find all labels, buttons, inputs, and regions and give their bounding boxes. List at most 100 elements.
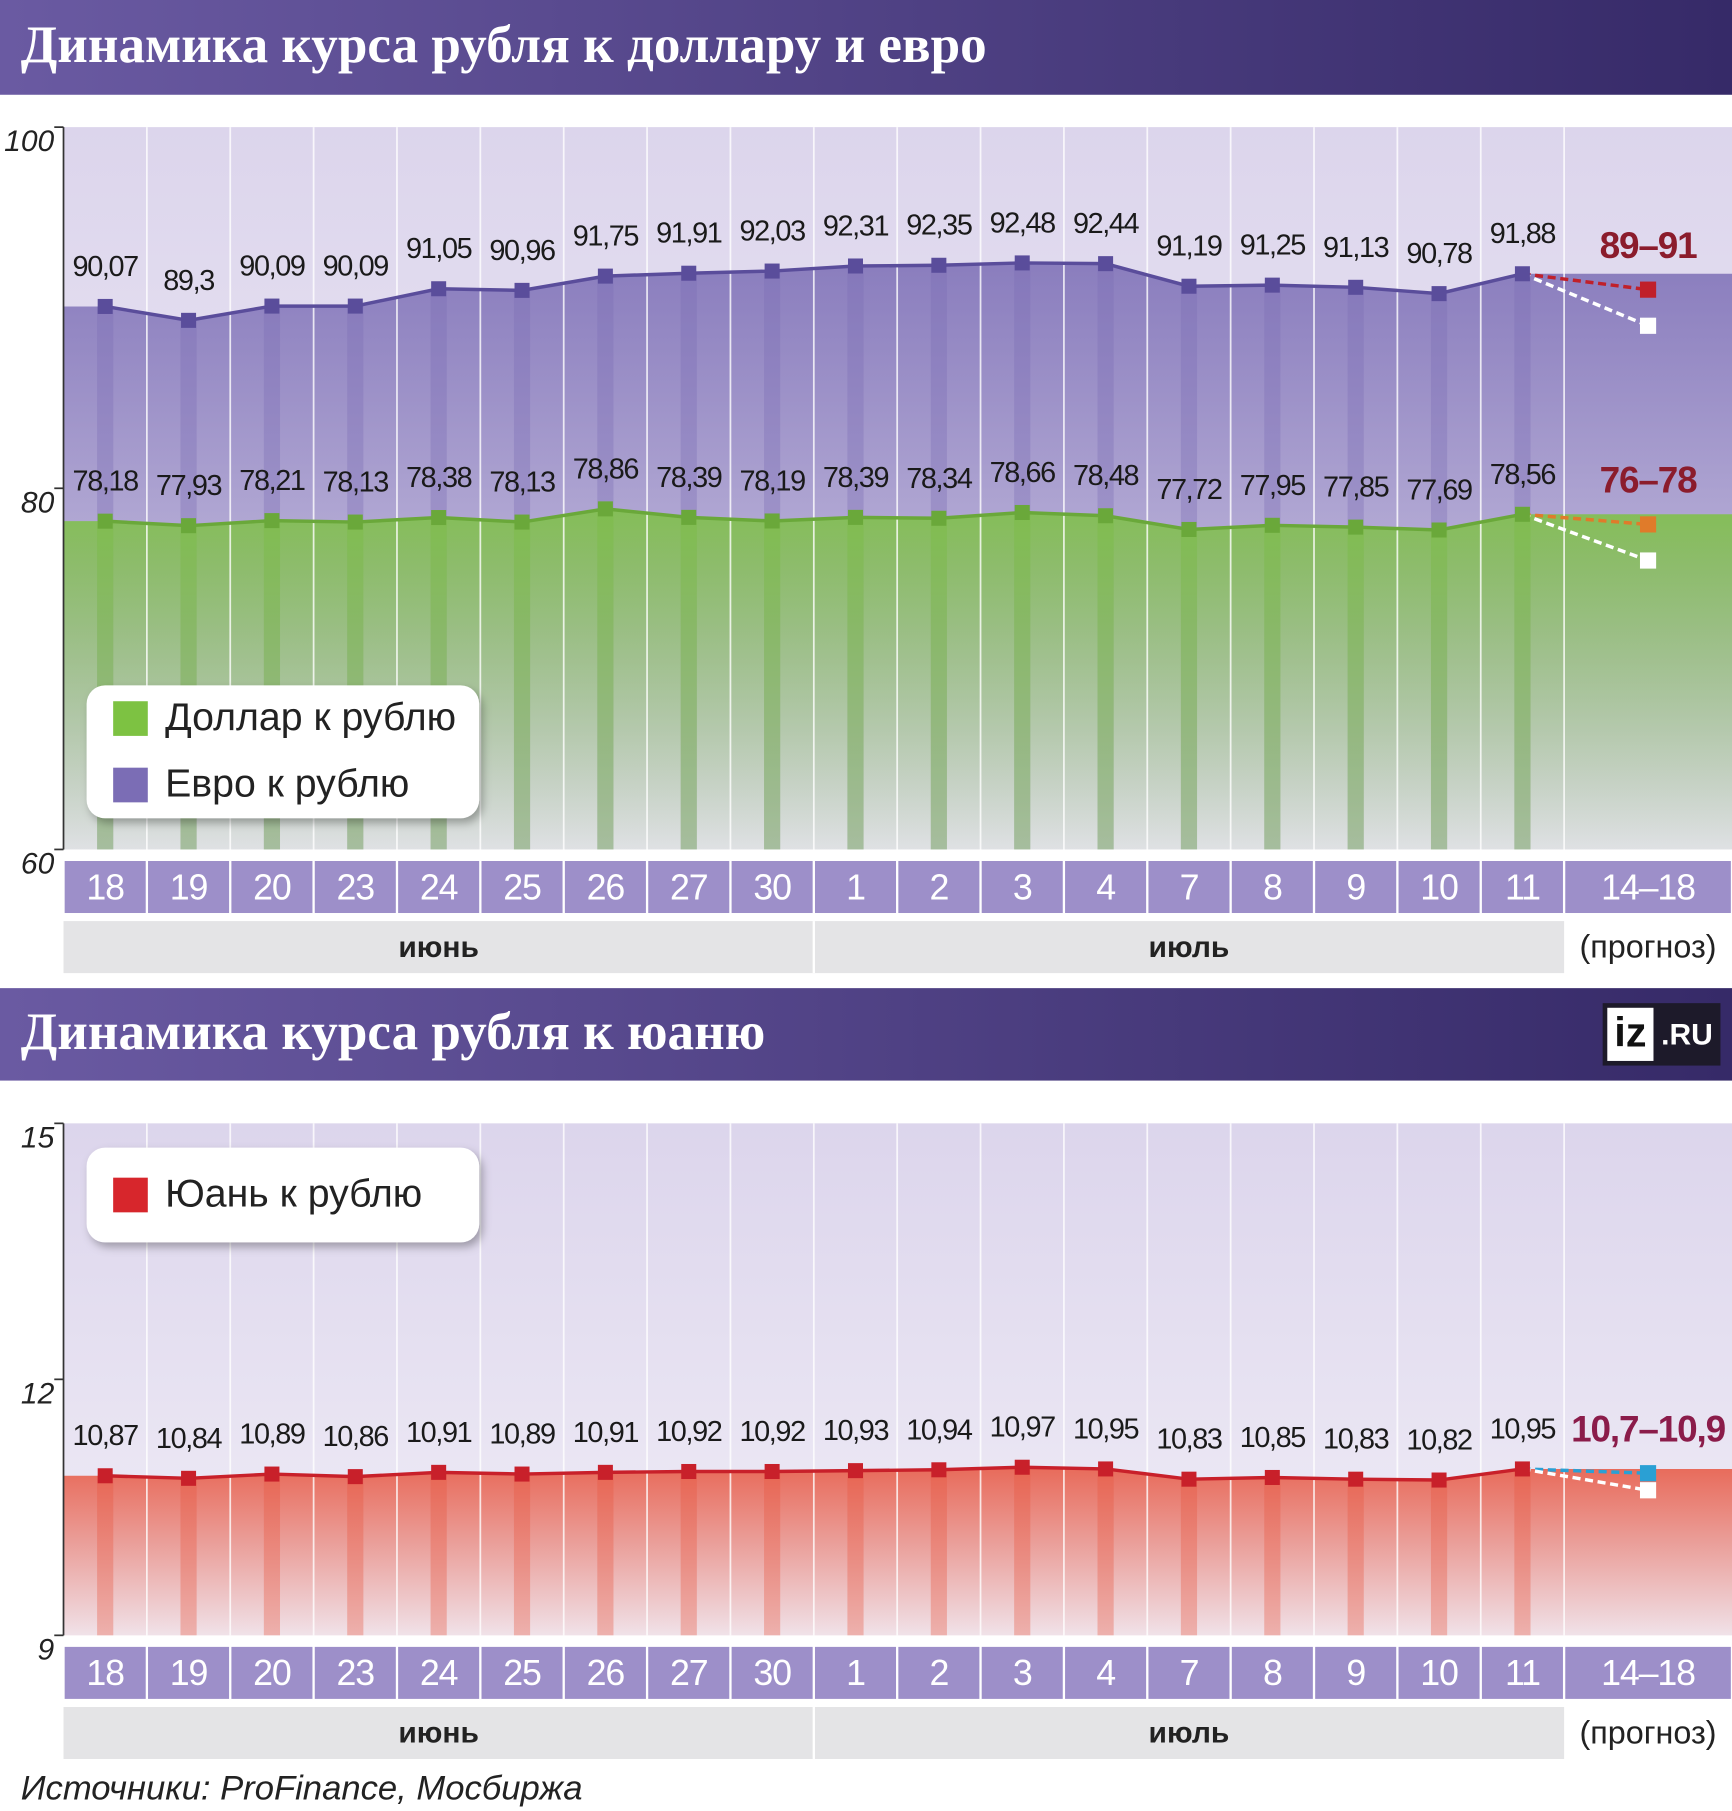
x-tick-label: 30 <box>753 1653 791 1693</box>
x-tick-label: 27 <box>670 1653 708 1693</box>
marker <box>181 1470 197 1486</box>
x-tick-label: 25 <box>503 1653 541 1693</box>
marker <box>1431 286 1447 302</box>
x-tick-label: 7 <box>1180 867 1199 907</box>
stripe <box>1347 1479 1364 1636</box>
y-tick-label: 80 <box>21 486 55 519</box>
stripe <box>430 1472 447 1636</box>
value-label: 77,72 <box>1156 474 1222 506</box>
value-label: 92,35 <box>906 210 972 242</box>
stripe <box>680 1471 697 1636</box>
x-tick-label: 7 <box>1180 1653 1199 1693</box>
category-box <box>648 1646 730 1699</box>
month-label: июль <box>1149 1717 1230 1750</box>
logo-text: iz <box>1614 1008 1646 1055</box>
category-box <box>731 861 813 914</box>
marker <box>1514 506 1530 522</box>
category-box <box>64 1646 146 1699</box>
legend-label: Юань к рублю <box>165 1172 422 1216</box>
marker <box>847 509 863 525</box>
x-tick-label: 3 <box>1013 1653 1032 1693</box>
marker <box>1431 522 1447 538</box>
value-label: 90,78 <box>1406 238 1472 270</box>
value-label: 91,88 <box>1490 218 1556 250</box>
marker <box>1181 1471 1197 1487</box>
forecast-note: (прогноз) <box>1580 1714 1717 1750</box>
forecast-marker <box>1639 317 1657 334</box>
marker <box>431 281 447 297</box>
value-label: 10,82 <box>1406 1425 1472 1457</box>
category-box <box>1315 861 1397 914</box>
stripe <box>263 1474 281 1636</box>
category-box <box>1315 1646 1397 1699</box>
marker <box>1514 266 1530 282</box>
value-label: 90,96 <box>489 235 555 267</box>
category-box <box>481 861 563 914</box>
x-tick-label: 26 <box>587 867 625 907</box>
marker <box>264 298 280 314</box>
y-tick-label: 100 <box>4 125 54 158</box>
marker <box>431 1464 447 1480</box>
marker <box>1348 279 1364 295</box>
marker <box>1014 255 1030 271</box>
chart-title: Динамика курса рубля к юаню <box>21 1003 766 1061</box>
category-box <box>1148 861 1230 914</box>
stripe <box>1180 529 1198 850</box>
value-label: 90,07 <box>73 251 139 283</box>
marker <box>681 1463 697 1480</box>
value-label: 10,95 <box>1073 1413 1139 1445</box>
stripe <box>1097 515 1114 850</box>
value-label: 78,56 <box>1490 459 1556 491</box>
value-label: 78,66 <box>990 457 1056 489</box>
category-box <box>898 861 980 914</box>
stripe <box>97 1475 114 1636</box>
stripe <box>597 1472 614 1636</box>
category-box <box>481 1646 563 1699</box>
value-label: 91,91 <box>656 218 722 250</box>
month-label: июнь <box>398 931 479 964</box>
stripe <box>764 520 781 850</box>
forecast-label: 76–78 <box>1600 460 1698 501</box>
x-tick-label: 23 <box>337 867 375 907</box>
value-label: 78,38 <box>406 462 472 494</box>
value-label: 10,89 <box>489 1419 555 1451</box>
marker <box>97 1468 113 1484</box>
value-label: 77,85 <box>1323 472 1389 504</box>
category-box <box>1481 861 1563 914</box>
x-tick-label: 1 <box>846 867 865 907</box>
value-label: 92,03 <box>739 216 805 248</box>
marker <box>847 1463 863 1479</box>
stripe <box>847 1470 864 1636</box>
stripe <box>1514 1468 1531 1636</box>
forecast-marker <box>1639 1482 1657 1499</box>
x-tick-label: 24 <box>420 867 458 907</box>
stripe <box>1014 1467 1031 1636</box>
value-label: 91,13 <box>1323 232 1389 264</box>
marker <box>931 257 947 273</box>
value-label: 92,48 <box>990 207 1056 239</box>
marker <box>1348 1471 1364 1487</box>
x-tick-label: 8 <box>1263 867 1282 907</box>
value-label: 90,09 <box>323 251 389 283</box>
stripe <box>1097 1468 1114 1636</box>
stripe <box>764 1471 781 1636</box>
value-label: 78,21 <box>239 465 305 497</box>
x-tick-label: 10 <box>1420 867 1458 907</box>
value-label: 78,13 <box>323 467 389 499</box>
marker <box>1264 1469 1280 1485</box>
x-tick-label: 10 <box>1420 1653 1458 1693</box>
stripe <box>930 1469 947 1636</box>
value-label: 10,92 <box>656 1416 722 1448</box>
line <box>104 261 1523 323</box>
logo-text: .RU <box>1661 1019 1713 1052</box>
value-label: 91,75 <box>573 221 639 253</box>
marker <box>1098 256 1114 272</box>
logo-white <box>1607 1007 1654 1061</box>
value-label: 92,31 <box>823 210 889 242</box>
value-label: 77,95 <box>1240 470 1306 502</box>
category-box <box>398 1646 480 1699</box>
marker <box>1014 504 1030 520</box>
marker <box>431 510 447 526</box>
value-label: 10,85 <box>1240 1422 1306 1454</box>
category-box <box>1481 1646 1563 1699</box>
